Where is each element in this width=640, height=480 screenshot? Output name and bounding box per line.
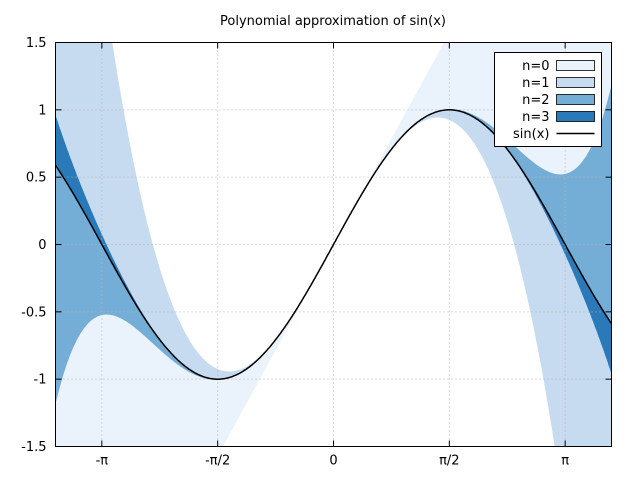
sin-line-layer (55, 109, 612, 380)
legend-label: n=1 (522, 76, 549, 91)
legend-swatch (556, 77, 595, 88)
x-tick-label: π/2 (439, 454, 459, 469)
sin-line (55, 109, 612, 380)
legend-swatch (556, 94, 595, 105)
legend-label: n=2 (522, 93, 549, 108)
band-n=1 (55, 42, 612, 447)
y-tick-label: -0.5 (21, 305, 46, 320)
y-tick-label: 1.5 (26, 36, 47, 51)
legend-label: n=3 (522, 110, 549, 125)
legend-swatch (556, 60, 595, 71)
legend-swatch (556, 111, 595, 122)
y-tick-label: 0 (38, 238, 46, 253)
legend-label: sin(x) (513, 127, 549, 142)
x-tick-label: -π/2 (205, 454, 230, 469)
y-tick-label: -1 (34, 373, 47, 388)
y-tick-label: 1 (38, 103, 46, 118)
legend-label: n=0 (522, 59, 549, 74)
chart-title: Polynomial approximation of sin(x) (220, 14, 446, 29)
x-tick-label: 0 (329, 454, 337, 469)
x-tick-label: π (561, 454, 569, 469)
x-tick-label: -π (96, 454, 109, 469)
y-tick-label: 0.5 (26, 171, 47, 186)
y-tick-label: -1.5 (21, 440, 46, 455)
